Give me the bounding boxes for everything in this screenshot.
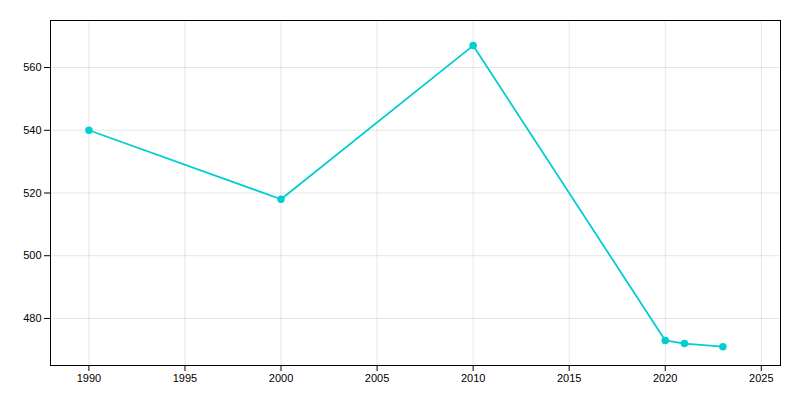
svg-text:540: 540 (23, 124, 41, 136)
svg-text:560: 560 (23, 61, 41, 73)
svg-text:520: 520 (23, 187, 41, 199)
svg-text:2005: 2005 (365, 372, 389, 384)
svg-text:2025: 2025 (749, 372, 773, 384)
svg-text:2010: 2010 (461, 372, 485, 384)
svg-text:2015: 2015 (557, 372, 581, 384)
svg-text:480: 480 (23, 312, 41, 324)
svg-text:1990: 1990 (77, 372, 101, 384)
svg-text:1995: 1995 (173, 372, 197, 384)
svg-text:2020: 2020 (653, 372, 677, 384)
svg-text:500: 500 (23, 249, 41, 261)
svg-text:2000: 2000 (269, 372, 293, 384)
